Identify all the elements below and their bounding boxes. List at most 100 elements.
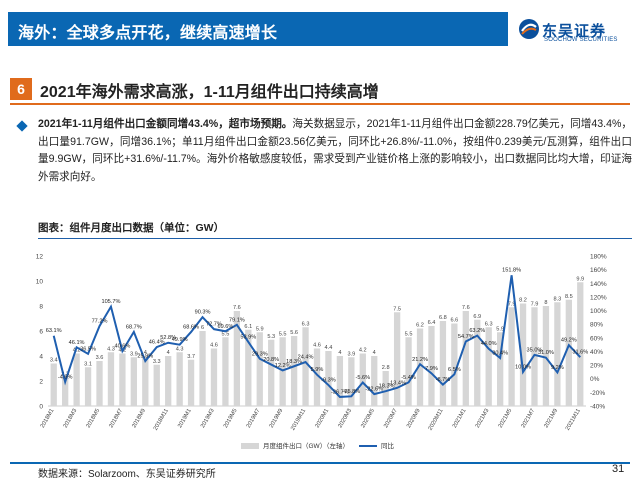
yoy-value-label: 6.5% xyxy=(448,367,461,373)
y2-tick-label: 100% xyxy=(590,308,607,315)
bar-value-label: 4.2 xyxy=(359,348,367,354)
bar xyxy=(107,352,115,406)
yoy-value-label: 44.0% xyxy=(481,341,497,347)
legend-line-label: 同比 xyxy=(381,441,395,450)
yoy-value-label: 10.0% xyxy=(515,364,531,370)
yoy-value-label: 31.0% xyxy=(538,350,554,356)
y-tick-label: 2 xyxy=(39,379,43,386)
bar xyxy=(210,348,218,406)
bar xyxy=(348,357,355,406)
yoy-value-label: 20.8% xyxy=(263,357,279,363)
bar xyxy=(268,339,275,406)
yoy-value-label: 79.1% xyxy=(229,317,245,323)
x-tick-label: 2020M1 xyxy=(315,408,331,429)
x-tick-label: 2018M5 xyxy=(86,408,102,429)
footer-rule xyxy=(10,462,630,464)
bar xyxy=(577,282,584,406)
bar-value-label: 7.5 xyxy=(393,306,401,312)
bar-value-label: 6.4 xyxy=(428,320,436,326)
bar-value-label: 4.2 xyxy=(73,348,81,354)
yoy-value-label: 46.1% xyxy=(69,340,85,346)
yoy-value-label: -4.6% xyxy=(58,374,73,380)
y2-tick-label: 0% xyxy=(590,376,600,383)
section-title: 2021年海外需求高涨，1-11月组件出口持续高增 xyxy=(40,84,379,101)
bar-value-label: 3.6 xyxy=(96,355,104,361)
bar xyxy=(165,356,172,406)
y2-tick-label: 80% xyxy=(590,322,603,329)
yoy-value-label: 29.3% xyxy=(252,351,268,357)
bar xyxy=(176,352,183,406)
bar xyxy=(290,336,298,406)
y2-tick-label: 160% xyxy=(590,267,607,274)
section-number-badge: 6 xyxy=(10,78,32,100)
bar xyxy=(187,359,195,406)
y2-tick-label: 180% xyxy=(590,254,607,261)
bar-value-label: 4.3 xyxy=(107,346,115,352)
y2-tick-label: -20% xyxy=(590,390,605,397)
bar xyxy=(336,356,344,406)
bar xyxy=(462,311,469,406)
bar-value-label: 4 xyxy=(144,350,147,356)
yoy-value-label: 68.6% xyxy=(183,324,199,330)
yoy-value-label: 151.8% xyxy=(502,268,521,274)
bar-value-label: 3.3 xyxy=(153,359,161,365)
yoy-value-label: -25.8% xyxy=(342,389,360,395)
yoy-value-label: -26.7% xyxy=(331,389,349,395)
bar xyxy=(279,337,286,406)
bar xyxy=(233,311,241,406)
diamond-bullet-icon xyxy=(16,120,28,132)
bar-value-label: 5.9 xyxy=(496,326,504,332)
bar xyxy=(451,323,458,406)
bar-value-label: 6 xyxy=(201,325,204,331)
y2-tick-label: 20% xyxy=(590,363,603,370)
bar xyxy=(554,302,561,406)
bar-value-label: 4 xyxy=(167,350,170,356)
y2-tick-label: -40% xyxy=(590,404,605,411)
bar-value-label: 5.9 xyxy=(256,326,264,332)
bar xyxy=(519,303,527,406)
y2-tick-label: 120% xyxy=(590,294,607,301)
paragraph-text: 海关数据显示，2021年1-11月组件出口金额228.79亿美元，同增43.4%… xyxy=(38,118,632,183)
yoy-value-label: -18.3% xyxy=(377,384,395,390)
bar-value-label: 5.3 xyxy=(267,334,275,340)
bar-value-label: 8.3 xyxy=(553,296,561,302)
y-tick-label: 12 xyxy=(36,254,44,261)
x-tick-label: 2018M3 xyxy=(63,408,79,429)
bar-value-label: 3.9 xyxy=(347,351,355,357)
bar-value-label: 5.5 xyxy=(279,331,287,337)
bar-value-label: 6.2 xyxy=(416,323,424,329)
x-tick-label: 2018M1 xyxy=(40,408,56,429)
x-tick-label: 2018M11 xyxy=(153,408,170,432)
bar xyxy=(497,332,504,406)
bar xyxy=(325,351,332,406)
x-tick-label: 2018M7 xyxy=(108,408,124,429)
bar-value-label: 8.2 xyxy=(519,298,527,304)
yoy-value-label: -8.7% xyxy=(436,377,451,383)
bar xyxy=(50,363,57,406)
bar-value-label: 5.6 xyxy=(290,330,298,336)
bar xyxy=(359,353,366,406)
x-tick-label: 2020M11 xyxy=(428,408,445,432)
bar xyxy=(393,312,401,406)
bar xyxy=(245,329,252,406)
yoy-value-label: 12.2% xyxy=(275,363,291,369)
paragraph-lead: 2021年1-11月组件出口金额同增43.4%，超市场预期。 xyxy=(38,118,293,130)
bar-value-label: 8.5 xyxy=(565,294,573,300)
yoy-value-label: -9.3% xyxy=(321,378,336,384)
bar-value-label: 7.6 xyxy=(233,305,241,311)
y-tick-label: 10 xyxy=(36,279,44,286)
yoy-value-label: 21.2% xyxy=(412,357,428,363)
page-number: 31 xyxy=(612,463,625,475)
yoy-value-label: 25.9% xyxy=(137,354,153,360)
yoy-line xyxy=(52,275,582,398)
yoy-value-label: 30.4% xyxy=(492,351,508,357)
bar-value-label: 4.6 xyxy=(210,343,218,349)
x-tick-label: 2019M7 xyxy=(246,408,262,429)
yoy-value-label: 49.9% xyxy=(172,337,188,343)
yoy-value-label: 5.9% xyxy=(311,367,324,373)
y-tick-label: 4 xyxy=(39,354,43,361)
y2-tick-label: 60% xyxy=(590,335,603,342)
bar-value-label: 2.3 xyxy=(61,371,69,377)
bar xyxy=(256,332,263,406)
